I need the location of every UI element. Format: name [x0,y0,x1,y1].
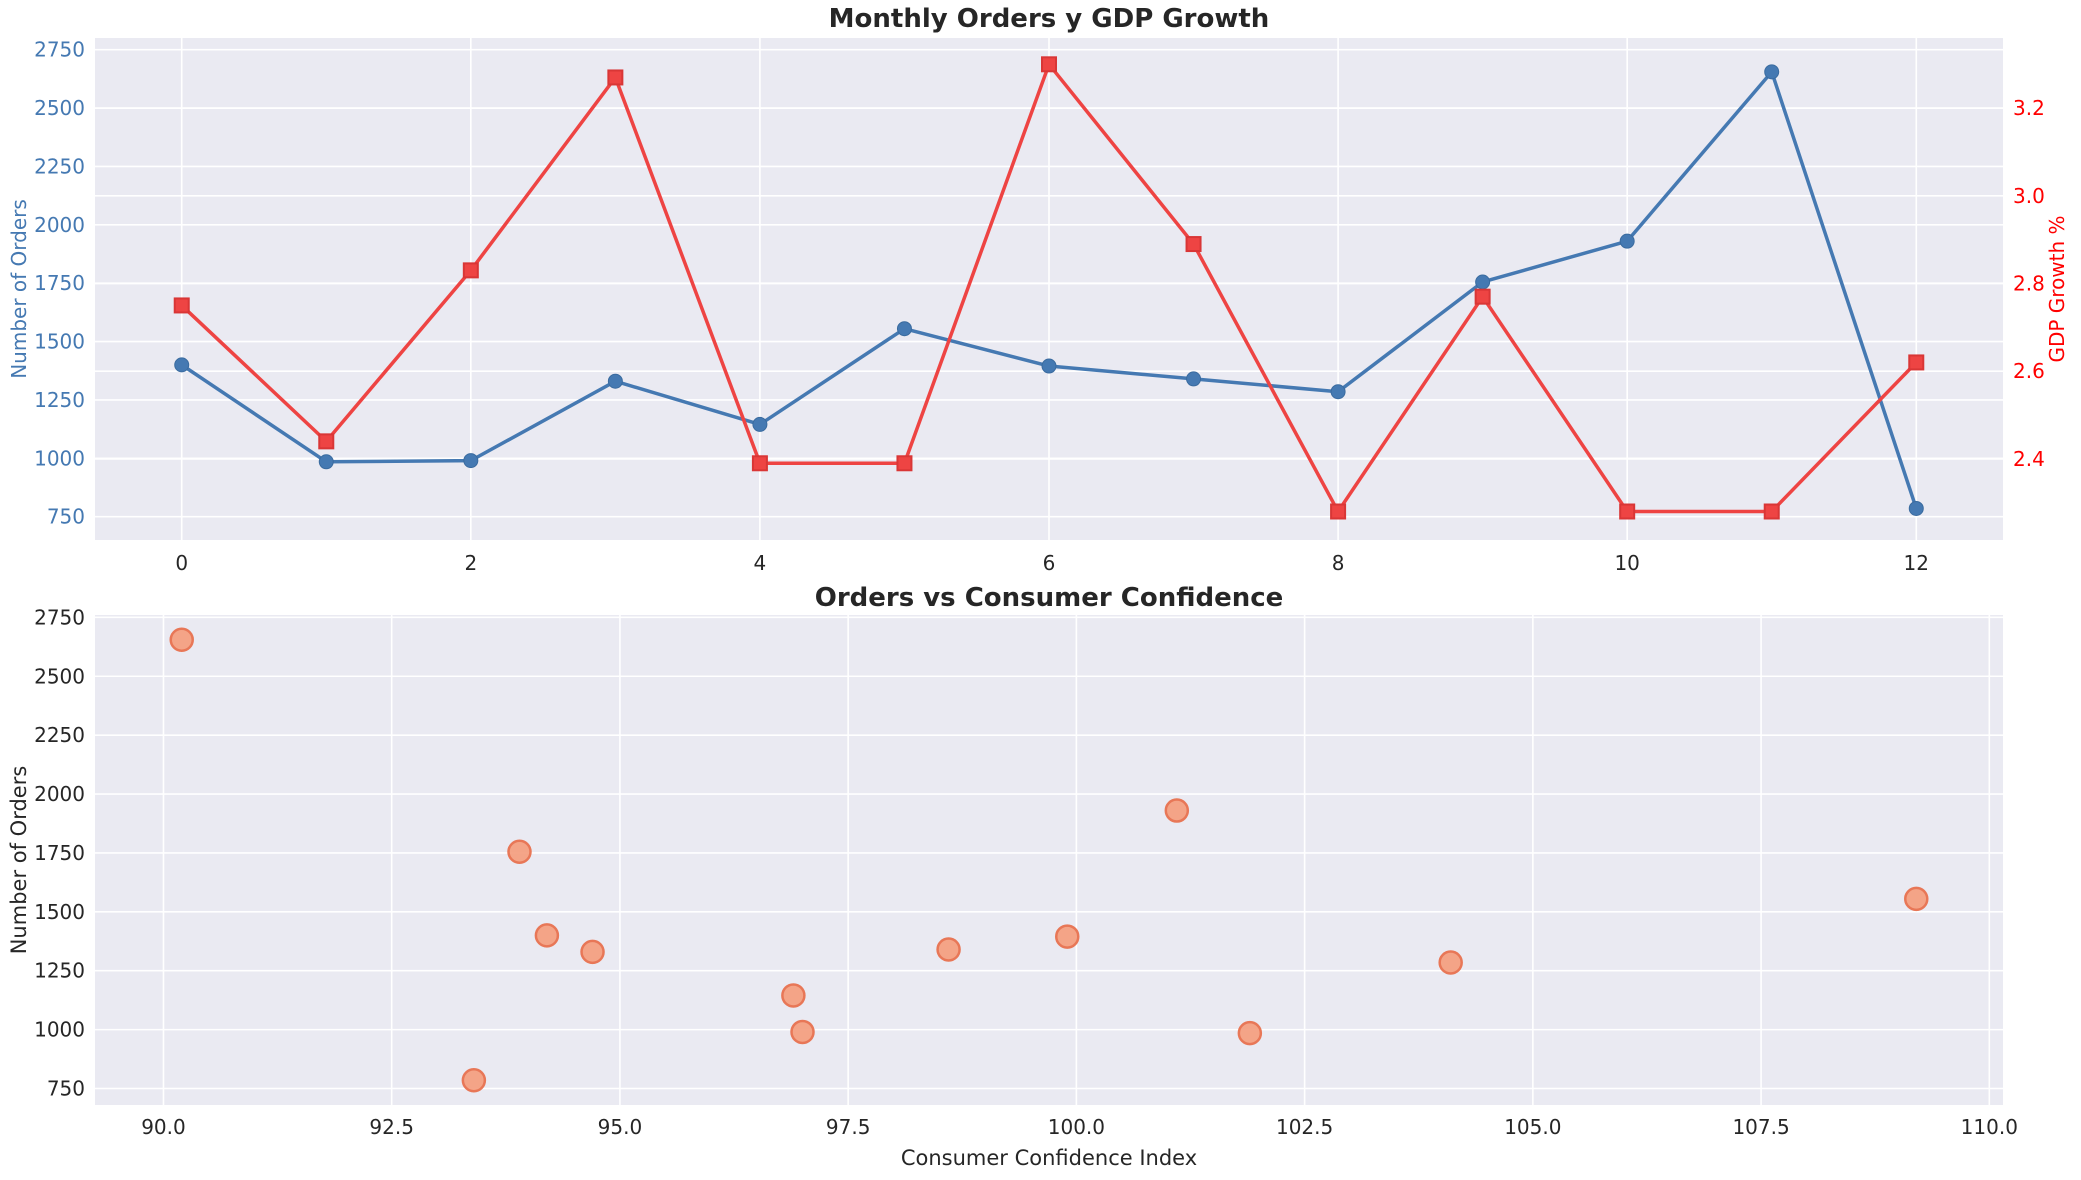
scatter-point [461,1068,487,1093]
data-point-square [1330,503,1347,520]
y-axis-tick: 2250 [34,723,85,747]
left-axis-tick: 1250 [34,388,85,412]
scatter-plot-area [95,615,2003,1105]
right-axis-tick: 3.2 [2013,96,2045,120]
x-axis-tick: 6 [1043,551,1056,575]
x-axis-tick: 12 [1904,551,1929,575]
data-point-square [751,455,768,472]
data-point-square [173,297,190,314]
left-axis-tick: 1000 [34,446,85,470]
data-point-circle [752,416,768,432]
data-point-square [1763,503,1780,520]
data-point-square [462,262,479,279]
data-point-circle [174,357,190,373]
scatter-gridlines [95,615,2003,1105]
left-axis-tick: 2250 [34,154,85,178]
data-point-circle [607,373,623,389]
data-point-square [607,69,624,86]
data-point-square [318,433,335,450]
right-axis-tick: 2.8 [2013,272,2045,296]
y-axis-tick: 1250 [34,959,85,983]
left-axis-tick: 1500 [34,330,85,354]
x-axis-tick: 4 [754,551,767,575]
x-axis-tick: 105.0 [1504,1115,1561,1139]
top-chart-series [173,56,1925,520]
x-axis-tick: 97.5 [826,1115,871,1139]
scatter-chart-title: Orders vs Consumer Confidence [815,583,1284,613]
data-point-circle [1475,274,1491,290]
data-point-circle [463,453,479,469]
data-point-square [1185,236,1202,253]
top-chart-right-axis-label: GDP Growth % [2045,215,2069,362]
data-point-circle [1186,371,1202,387]
data-point-circle [1041,358,1057,374]
scatter-tick-labels: 750 1000 1250 1500 1750 2000 2250 2500 2750 90.0 9… [34,605,2018,1139]
scatter-point [1237,1020,1263,1046]
left-axis-tick: 2000 [34,213,85,237]
x-axis-tick: 90.0 [141,1115,186,1139]
left-axis-tick: 750 [47,505,85,529]
data-point-square [1619,503,1636,520]
left-axis-tick: 2500 [34,96,85,120]
scatter-point [507,839,532,865]
scatter-point [790,1019,815,1045]
x-axis-tick: 10 [1614,551,1639,575]
data-point-square [1474,288,1491,305]
scatter-point [1055,924,1080,949]
y-axis-tick: 1500 [34,900,85,924]
data-point-square [1041,56,1057,73]
x-axis-tick: 107.5 [1732,1115,1789,1139]
scatter-point [781,983,806,1008]
scatter-points [169,627,1929,1093]
y-axis-tick: 2000 [34,782,85,806]
top-chart-left-axis-label: Number of Orders [7,199,31,379]
right-axis-tick: 2.6 [2013,359,2045,383]
data-point-circle [1330,384,1346,400]
scatter-point [534,923,560,948]
data-point-circle [896,321,912,337]
x-axis-tick: 110.0 [1961,1115,2018,1139]
y-axis-tick: 1750 [34,841,85,865]
data-point-circle [318,454,334,470]
left-axis-tick: 2750 [34,38,85,62]
x-axis-tick: 100.0 [1048,1115,1105,1139]
scatter-point [169,627,194,652]
data-point-square [1908,354,1925,371]
scatter-point [1904,886,1929,912]
scatter-point [580,939,605,965]
left-axis-tick: 1750 [34,271,85,295]
scatter-x-axis-label: Consumer Confidence Index [901,1146,1197,1170]
y-axis-tick: 750 [47,1077,85,1101]
x-axis-tick: 0 [175,551,188,575]
right-axis-tick: 3.0 [2013,184,2045,208]
y-axis-tick: 1000 [34,1018,85,1042]
x-axis-tick: 102.5 [1276,1115,1333,1139]
scatter-point [1164,798,1190,823]
top-chart-title: Monthly Orders y GDP Growth [829,4,1270,34]
x-axis-tick: 92.5 [369,1115,414,1139]
data-point-square [896,455,913,472]
x-axis-tick: 2 [464,551,477,575]
data-point-circle [1908,500,1924,516]
scatter-point [1438,950,1463,975]
right-axis-tick: 2.4 [2013,447,2045,471]
data-point-circle [1764,64,1780,80]
top-chart-tick-labels: 750 1000 1250 1500 1750 2000 2250 2500 2750 2.4 2.… [34,38,2045,575]
scatter-y-axis-label: Number of Orders [7,766,31,955]
y-axis-tick: 2750 [34,605,85,629]
x-axis-tick: 95.0 [598,1115,643,1139]
data-point-circle [1619,233,1635,249]
y-axis-tick: 2500 [34,664,85,688]
scatter-point [936,937,961,962]
x-axis-tick: 8 [1332,551,1345,575]
